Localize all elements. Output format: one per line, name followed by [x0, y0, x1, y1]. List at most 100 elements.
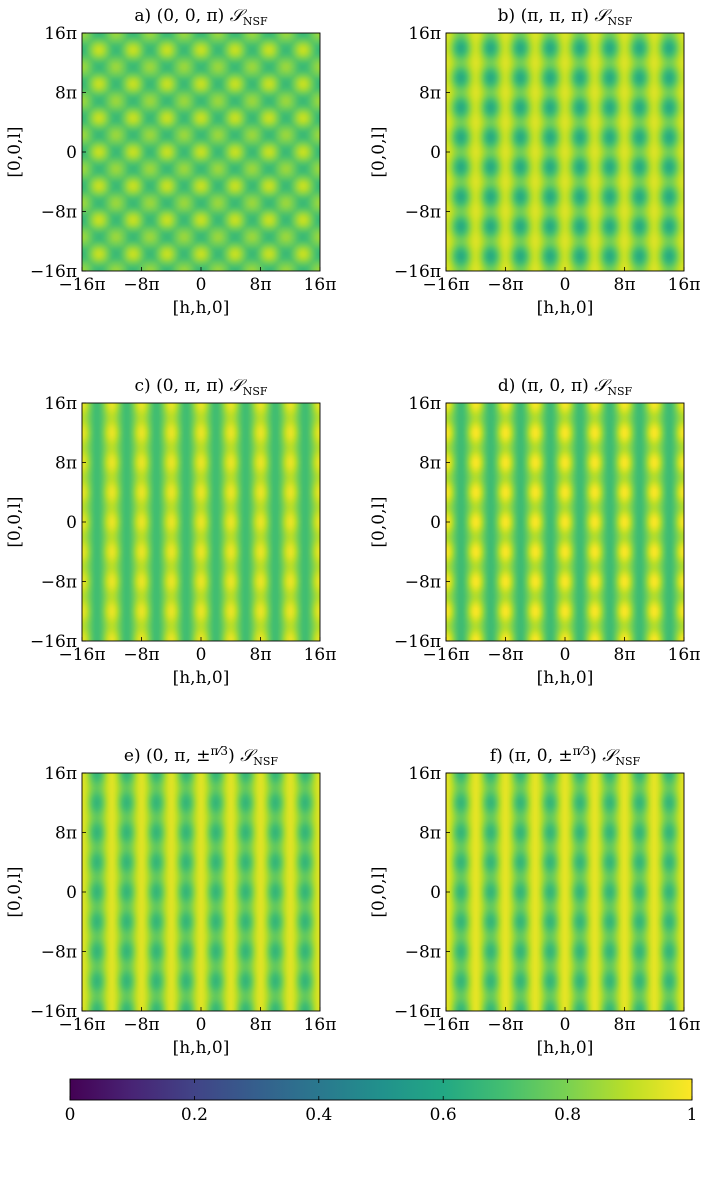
- ytick-label: −8π: [41, 573, 77, 593]
- ytick-label: 0: [430, 883, 441, 903]
- ytick-label: 16π: [408, 24, 441, 44]
- panel-title-f: f) (π, 0, ±π⁄3) 𝒮NSF: [490, 744, 641, 768]
- xtick-label: 8π: [614, 275, 636, 295]
- y-axis-label: [0,0,l]: [369, 126, 389, 177]
- panel-b: b) (π, π, π) 𝒮NSF−16π −8π 0 8π 16π16π8π0−8π−…: [369, 6, 700, 318]
- ytick-label: 8π: [55, 84, 77, 104]
- ytick-label: 8π: [55, 824, 77, 844]
- xtick-label: 16π: [304, 1015, 337, 1035]
- xtick-label: 0: [560, 275, 571, 295]
- heatmap-b: [446, 33, 684, 271]
- xtick-label: 8π: [250, 275, 272, 295]
- xtick-label: −16π: [422, 275, 469, 295]
- x-axis-label: [h,h,0]: [537, 298, 594, 318]
- ytick-label: −16π: [30, 632, 77, 652]
- colorbar: 0 0.2 0.4 0.6 0.8 1: [65, 1078, 698, 1125]
- xtick-label: −16π: [422, 1015, 469, 1035]
- xtick-label: 0: [196, 1015, 207, 1035]
- y-axis-label: [0,0,l]: [5, 866, 25, 917]
- colorbar-tick-label: 0: [65, 1105, 76, 1125]
- colorbar-gradient: [70, 1079, 692, 1100]
- ytick-label: 0: [66, 143, 77, 163]
- panel-f: f) (π, 0, ±π⁄3) 𝒮NSF −16π −8π 0 8π 16π 16π 8π 0 −…: [369, 744, 700, 1058]
- ytick-label: 8π: [419, 454, 441, 474]
- ytick-label: −8π: [405, 203, 441, 223]
- heatmap-c: [82, 403, 320, 641]
- x-axis-label: [h,h,0]: [173, 668, 230, 688]
- ytick-label: −8π: [41, 943, 77, 963]
- y-axis-label: [0,0,l]: [5, 126, 25, 177]
- panel-d: d) (π, 0, π) 𝒮NSF−16π −8π 0 8π 16π16π8π0−8π−…: [369, 376, 700, 688]
- colorbar-tick-label: 1: [687, 1105, 698, 1125]
- xtick-label: −8π: [123, 275, 159, 295]
- panel-a: a) (0, 0, π) 𝒮NSF−16π −8π 0 8π 16π16π8π0−8π−…: [5, 6, 336, 318]
- xtick-label: 16π: [668, 1015, 701, 1035]
- ytick-label: 8π: [419, 824, 441, 844]
- xtick-label: −8π: [487, 645, 523, 665]
- ytick-label: 8π: [55, 454, 77, 474]
- xtick-label: −16π: [422, 645, 469, 665]
- panel-e: e) (0, π, ±π⁄3) 𝒮NSF −16π −8π 0 8π 16π 16π 8π 0 −…: [5, 744, 336, 1058]
- colorbar-frame: [69, 1078, 693, 1101]
- colorbar-tick-label: 0.4: [305, 1105, 332, 1125]
- xtick-label: 8π: [250, 1015, 272, 1035]
- ytick-label: −16π: [30, 262, 77, 282]
- panel-title-c: c) (0, π, π) 𝒮NSF: [135, 376, 268, 398]
- panel-title-a: a) (0, 0, π) 𝒮NSF: [134, 6, 268, 28]
- xtick-label: 8π: [614, 645, 636, 665]
- xtick-label: −8π: [123, 1015, 159, 1035]
- xtick-label: 16π: [668, 645, 701, 665]
- panel-title-b: b) (π, π, π) 𝒮NSF: [498, 6, 633, 28]
- panel-title-d: d) (π, 0, π) 𝒮NSF: [498, 376, 633, 398]
- xtick-label: 0: [560, 1015, 571, 1035]
- xtick-label: −8π: [123, 645, 159, 665]
- ytick-label: 16π: [44, 764, 77, 784]
- colorbar-tick-label: 0.8: [554, 1105, 581, 1125]
- heatmap-a: [82, 33, 320, 271]
- ytick-label: −16π: [394, 262, 441, 282]
- ytick-label: −8π: [41, 203, 77, 223]
- xtick-label: −8π: [487, 275, 523, 295]
- y-axis-label: [0,0,l]: [369, 496, 389, 547]
- xtick-label: −8π: [487, 1015, 523, 1035]
- xtick-label: −16π: [58, 1015, 105, 1035]
- panel-c: c) (0, π, π) 𝒮NSF−16π −8π 0 8π 16π16π8π0−8π−…: [5, 376, 336, 688]
- heatmap-f: [446, 773, 684, 1011]
- xtick-label: 0: [560, 645, 571, 665]
- xtick-label: 8π: [614, 1015, 636, 1035]
- ytick-label: 16π: [44, 394, 77, 414]
- xtick-label: 0: [196, 275, 207, 295]
- ytick-label: −8π: [405, 943, 441, 963]
- y-axis-label: [0,0,l]: [369, 866, 389, 917]
- ytick-label: 0: [66, 513, 77, 533]
- x-axis-label: [h,h,0]: [173, 1038, 230, 1058]
- ytick-label: −16π: [394, 632, 441, 652]
- ytick-label: −16π: [394, 1002, 441, 1022]
- y-axis-label: [0,0,l]: [5, 496, 25, 547]
- heatmap-e: [82, 773, 320, 1011]
- xtick-label: 0: [196, 645, 207, 665]
- x-axis-label: [h,h,0]: [173, 298, 230, 318]
- x-axis-label: [h,h,0]: [537, 668, 594, 688]
- xtick-label: 16π: [304, 645, 337, 665]
- ytick-label: 16π: [44, 24, 77, 44]
- heatmap-d: [446, 403, 684, 641]
- xtick-label: 16π: [304, 275, 337, 295]
- xtick-label: −16π: [58, 275, 105, 295]
- panel-title-e: e) (0, π, ±π⁄3) 𝒮NSF: [124, 744, 279, 768]
- ytick-label: −16π: [30, 1002, 77, 1022]
- ytick-label: 0: [66, 883, 77, 903]
- colorbar-tick-label: 0.2: [181, 1105, 208, 1125]
- ytick-label: 8π: [419, 84, 441, 104]
- ytick-label: 16π: [408, 764, 441, 784]
- colorbar-tick-label: 0.6: [430, 1105, 457, 1125]
- xtick-label: −16π: [58, 645, 105, 665]
- xtick-label: 8π: [250, 645, 272, 665]
- ytick-label: −8π: [405, 573, 441, 593]
- x-axis-label: [h,h,0]: [537, 1038, 594, 1058]
- ytick-label: 0: [430, 143, 441, 163]
- xtick-label: 16π: [668, 275, 701, 295]
- ytick-label: 16π: [408, 394, 441, 414]
- ytick-label: 0: [430, 513, 441, 533]
